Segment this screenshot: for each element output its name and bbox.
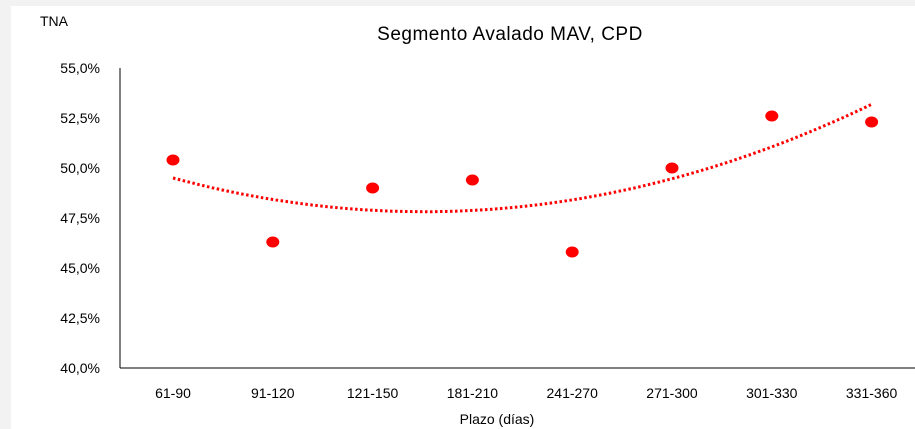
data-point — [166, 154, 180, 166]
trendline-layer — [172, 102, 873, 214]
y-tick-label: 47,5% — [60, 210, 100, 226]
x-tick-label: 121-150 — [347, 385, 399, 401]
data-point — [565, 246, 579, 258]
x-tick-label: 331-360 — [846, 385, 898, 401]
y-tick-label: 55,0% — [60, 60, 100, 76]
data-points-layer — [166, 110, 879, 258]
y-tick-labels: 40,0% 42,5% 45,0% 47,5% 50,0% 52,5% 55,0% — [60, 60, 100, 376]
x-tick-label: 271-300 — [646, 385, 698, 401]
y-tick-label: 40,0% — [60, 360, 100, 376]
data-point — [865, 116, 879, 128]
chart-title: Segmento Avalado MAV, CPD — [377, 24, 643, 45]
x-tick-label: 301-330 — [746, 385, 798, 401]
x-axis-title: Plazo (días) — [460, 411, 535, 427]
trendline — [172, 102, 873, 214]
data-point — [665, 162, 679, 174]
x-tick-labels: 61-90 91-120 121-150 181-210 241-270 271-300 3… — [155, 385, 897, 401]
data-point — [465, 174, 479, 186]
y-axis-title: TNA — [40, 13, 69, 29]
x-tick-label: 241-270 — [547, 385, 599, 401]
data-point — [765, 110, 779, 122]
data-point — [266, 236, 280, 248]
x-tick-label: 91-120 — [251, 385, 295, 401]
y-tick-label: 42,5% — [60, 310, 100, 326]
y-tick-label: 52,5% — [60, 110, 100, 126]
x-tick-label: 61-90 — [155, 385, 191, 401]
y-tick-label: 45,0% — [60, 260, 100, 276]
chart-card — [11, 6, 915, 429]
x-tick-label: 181-210 — [447, 385, 499, 401]
y-tick-label: 50,0% — [60, 160, 100, 176]
data-point — [366, 182, 380, 194]
